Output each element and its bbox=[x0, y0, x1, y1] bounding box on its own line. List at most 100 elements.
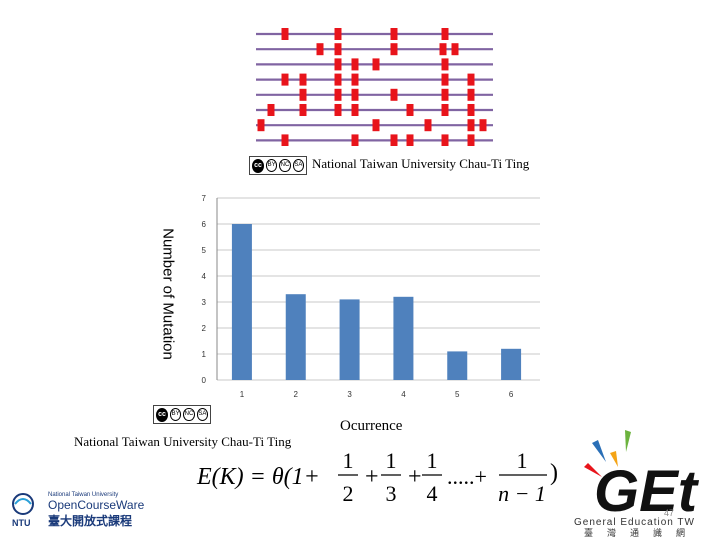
mutation-marker bbox=[467, 134, 475, 146]
y-tick-label: 0 bbox=[202, 376, 207, 385]
cc-license-badge-top: cc BY NC SA bbox=[249, 156, 307, 175]
svg-text:n − 1: n − 1 bbox=[498, 481, 546, 506]
svg-text:1: 1 bbox=[343, 448, 354, 473]
mutation-marker bbox=[334, 58, 342, 71]
mutation-marker bbox=[257, 119, 265, 132]
mutation-marker bbox=[424, 119, 432, 132]
x-tick-label: 2 bbox=[294, 390, 299, 399]
get-sub-text: General Education TW bbox=[574, 517, 695, 528]
nc-icon: NC bbox=[279, 159, 291, 172]
bar bbox=[393, 296, 414, 380]
y-tick-label: 5 bbox=[202, 246, 207, 255]
get-cn-text: 臺灣通識網 bbox=[584, 527, 699, 537]
mutation-marker bbox=[334, 43, 342, 56]
y-axis-label: Number of Mutation bbox=[159, 228, 177, 360]
mutation-marker bbox=[299, 104, 307, 116]
mutation-marker bbox=[351, 88, 359, 101]
cc-license-badge-bottom: cc BY NC SA bbox=[153, 405, 211, 424]
mutation-marker bbox=[406, 104, 414, 116]
mutation-marker bbox=[334, 88, 342, 101]
bottom-credit: National Taiwan University Chau-Ti Ting bbox=[74, 434, 292, 449]
mutation-marker bbox=[281, 134, 289, 146]
figure-credit: National Taiwan University Chau-Ti Ting bbox=[312, 156, 530, 171]
formula-dots: .....+ bbox=[447, 464, 487, 489]
by-icon: BY bbox=[169, 408, 182, 421]
y-tick-label: 1 bbox=[202, 350, 207, 359]
mutation-marker bbox=[334, 73, 342, 86]
mutation-marker bbox=[441, 88, 449, 101]
y-tick-label: 3 bbox=[202, 298, 207, 307]
mutation-marker bbox=[406, 134, 414, 146]
x-tick-label: 3 bbox=[347, 390, 352, 399]
x-tick-label: 1 bbox=[240, 390, 245, 399]
mutation-marker bbox=[441, 104, 449, 116]
mutation-marker bbox=[441, 58, 449, 71]
cc-icon: cc bbox=[156, 407, 168, 422]
bar-chart: 0 1 2 3 4 5 6 7 1 2 3 4 5 6 bbox=[202, 194, 540, 399]
mutation-marker bbox=[299, 88, 307, 101]
y-tick-label: 2 bbox=[202, 324, 207, 333]
mutation-lines-figure bbox=[256, 28, 493, 146]
ntu-main-text: OpenCourseWare bbox=[48, 498, 145, 512]
mutation-marker bbox=[451, 43, 459, 56]
cc-icon: cc bbox=[252, 158, 264, 173]
ntu-abbr: NTU bbox=[12, 518, 31, 528]
ntu-opencourseware-logo: NTU National Taiwan University OpenCours… bbox=[12, 492, 145, 528]
bar bbox=[231, 224, 252, 380]
get-main-text: GEt bbox=[594, 459, 700, 524]
mutation-marker bbox=[351, 104, 359, 116]
mutation-marker bbox=[281, 28, 289, 40]
svg-text:2: 2 bbox=[343, 481, 354, 506]
mutation-marker bbox=[390, 88, 398, 101]
svg-text:3: 3 bbox=[386, 481, 397, 506]
nc-icon: NC bbox=[183, 408, 195, 421]
mutation-marker bbox=[467, 119, 475, 132]
mutation-marker bbox=[351, 58, 359, 71]
svg-text:1: 1 bbox=[427, 448, 438, 473]
mutation-marker bbox=[467, 88, 475, 101]
mutation-marker bbox=[351, 134, 359, 146]
mutation-marker bbox=[467, 73, 475, 86]
expected-k-formula: E(K) = θ(1+ 1 2 + 1 3 + 1 4 .....+ 1 n −… bbox=[196, 448, 558, 506]
mutation-marker bbox=[267, 104, 275, 116]
ntu-cn-text: 臺大開放式課程 bbox=[48, 513, 132, 528]
mutation-marker bbox=[441, 28, 449, 40]
sa-icon: SA bbox=[292, 159, 304, 172]
page-number: 47 bbox=[664, 508, 675, 518]
mutation-marker bbox=[441, 73, 449, 86]
bar bbox=[285, 294, 306, 380]
y-tick-label: 4 bbox=[202, 272, 207, 281]
mutation-marker bbox=[351, 73, 359, 86]
bar bbox=[339, 299, 360, 380]
x-axis-label: Ocurrence bbox=[340, 418, 403, 434]
svg-text:1: 1 bbox=[517, 448, 528, 473]
svg-text:+: + bbox=[408, 464, 422, 490]
mutation-marker bbox=[467, 104, 475, 116]
svg-text:+: + bbox=[365, 464, 379, 490]
formula-term-2: 1 3 bbox=[381, 448, 401, 506]
x-tick-label: 5 bbox=[455, 390, 460, 399]
svg-text:4: 4 bbox=[427, 481, 438, 506]
y-tick-label: 6 bbox=[202, 220, 207, 229]
y-tick-label: 7 bbox=[202, 194, 207, 203]
mutation-marker bbox=[281, 73, 289, 86]
formula-lhs: E(K) = θ(1+ bbox=[196, 464, 320, 490]
mutation-marker bbox=[390, 134, 398, 146]
mutation-marker bbox=[390, 28, 398, 40]
mutation-marker bbox=[479, 119, 487, 132]
ntu-top-text: National Taiwan University bbox=[48, 492, 118, 498]
formula-close: ) bbox=[550, 460, 558, 486]
sa-icon: SA bbox=[196, 408, 208, 421]
svg-text:1: 1 bbox=[386, 448, 397, 473]
mutation-marker bbox=[334, 28, 342, 40]
mutation-marker bbox=[372, 119, 380, 132]
mutation-marker bbox=[372, 58, 380, 71]
bar bbox=[501, 348, 522, 380]
by-icon: BY bbox=[265, 159, 278, 172]
get-general-education-logo: GEt General Education TW 臺灣通識網 bbox=[574, 430, 700, 537]
mutation-marker bbox=[439, 43, 447, 56]
mutation-marker bbox=[390, 43, 398, 56]
formula-term-3: 1 4 bbox=[422, 448, 442, 506]
formula-last-term: 1 n − 1 bbox=[498, 448, 547, 506]
formula-term-1: 1 2 bbox=[338, 448, 358, 506]
